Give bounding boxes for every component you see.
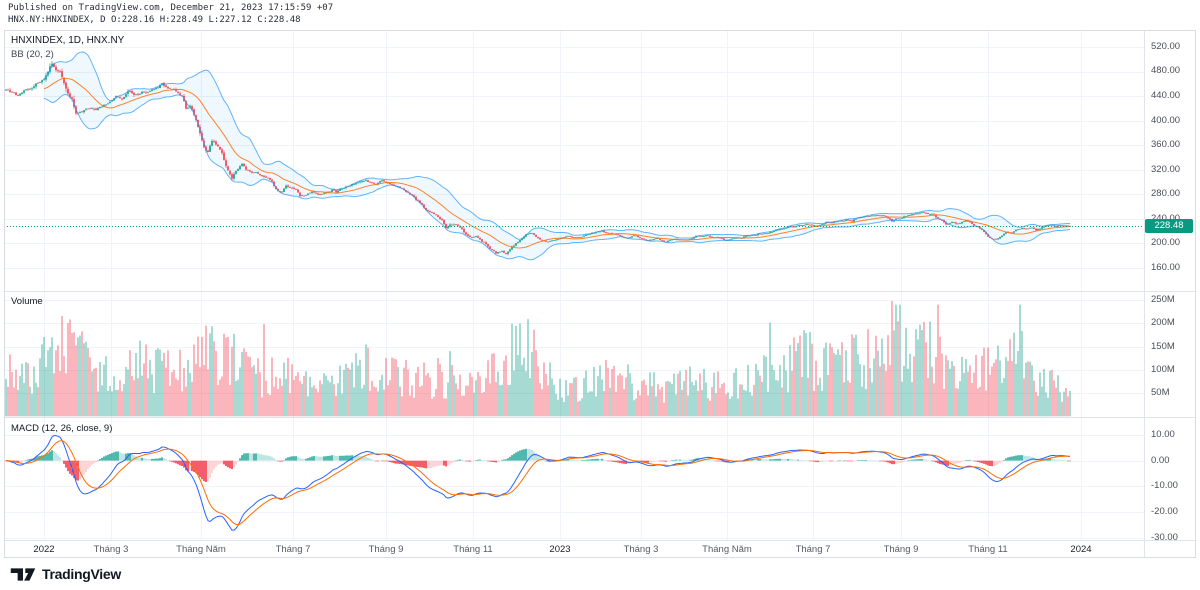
bb-indicator-legend[interactable]: BB (20, 2) [11,49,54,60]
volume-legend[interactable]: Volume [11,296,43,307]
time-axis-label: Tháng 9 [368,544,404,555]
macd-axis-tick: -30.00 [1151,532,1178,543]
price-axis-tick: 200.00 [1151,237,1181,248]
macd-axis-tick: -20.00 [1151,506,1178,517]
time-axis-label: Tháng 11 [968,544,1008,555]
macd-axis-tick: 0.00 [1151,455,1170,466]
volume-axis-tick: 200M [1151,317,1175,328]
price-axis-tick: 440.00 [1151,90,1181,101]
macd-axis-tick: 10.00 [1151,429,1175,440]
tradingview-wordmark: TradingView [42,566,121,582]
chart-area[interactable]: HNXINDEX, 1D, HNX.NY BB (20, 2) Volume M… [4,30,1196,558]
price-axis-tick: 360.00 [1151,139,1181,150]
macd-axis-tick: -10.00 [1151,480,1178,491]
price-pane-legend[interactable]: HNXINDEX, 1D, HNX.NY [11,35,125,46]
time-axis-label: Tháng 3 [623,544,659,555]
time-axis-label: Tháng Năm [702,544,752,555]
symbol-ohlc-info: HNX.NY:HNXINDEX, D O:228.16 H:228.49 L:2… [8,15,301,25]
price-axis-tick: 520.00 [1151,41,1181,52]
time-axis-label: Tháng 7 [795,544,831,555]
time-axis-label: 2024 [1070,544,1092,555]
tradingview-logo-icon [10,565,36,584]
footer: TradingView [0,558,1200,590]
volume-axis-tick: 150M [1151,341,1175,352]
price-axis-tick: 160.00 [1151,262,1181,273]
price-axis-tick: 400.00 [1151,115,1181,126]
time-axis-label: 2023 [549,544,571,555]
chart-canvas[interactable] [4,30,1196,558]
tradingview-logo[interactable]: TradingView [10,564,121,584]
published-info: Published on TradingView.com, December 2… [8,3,334,13]
time-axis-label: Tháng Năm [176,544,226,555]
time-axis-label: Tháng 11 [453,544,493,555]
last-price-badge: 228.48 [1145,219,1193,233]
volume-axis-tick: 100M [1151,364,1175,375]
time-axis-label: Tháng 9 [883,544,919,555]
time-axis-label: Tháng 3 [93,544,129,555]
volume-axis-tick: 50M [1151,387,1170,398]
time-axis-label: 2022 [33,544,55,555]
volume-axis-tick: 250M [1151,294,1175,305]
time-axis-label: Tháng 7 [275,544,311,555]
price-axis-tick: 320.00 [1151,164,1181,175]
price-axis-tick: 480.00 [1151,65,1181,76]
macd-legend[interactable]: MACD (12, 26, close, 9) [11,423,113,434]
price-axis-tick: 240.00 [1151,214,1180,224]
price-axis-tick: 280.00 [1151,188,1181,199]
